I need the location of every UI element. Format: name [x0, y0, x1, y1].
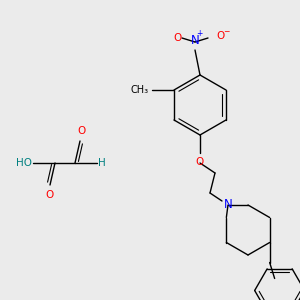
Text: H: H [98, 158, 106, 168]
Text: O: O [45, 190, 53, 200]
Text: HO: HO [16, 158, 32, 168]
Text: O: O [216, 31, 224, 41]
Text: +: + [196, 29, 202, 38]
Text: N: N [190, 34, 200, 47]
Text: N: N [224, 199, 232, 212]
Text: O: O [77, 126, 85, 136]
Text: O: O [173, 33, 181, 43]
Text: −: − [223, 28, 230, 37]
Text: O: O [196, 157, 204, 167]
Text: CH₃: CH₃ [131, 85, 149, 95]
